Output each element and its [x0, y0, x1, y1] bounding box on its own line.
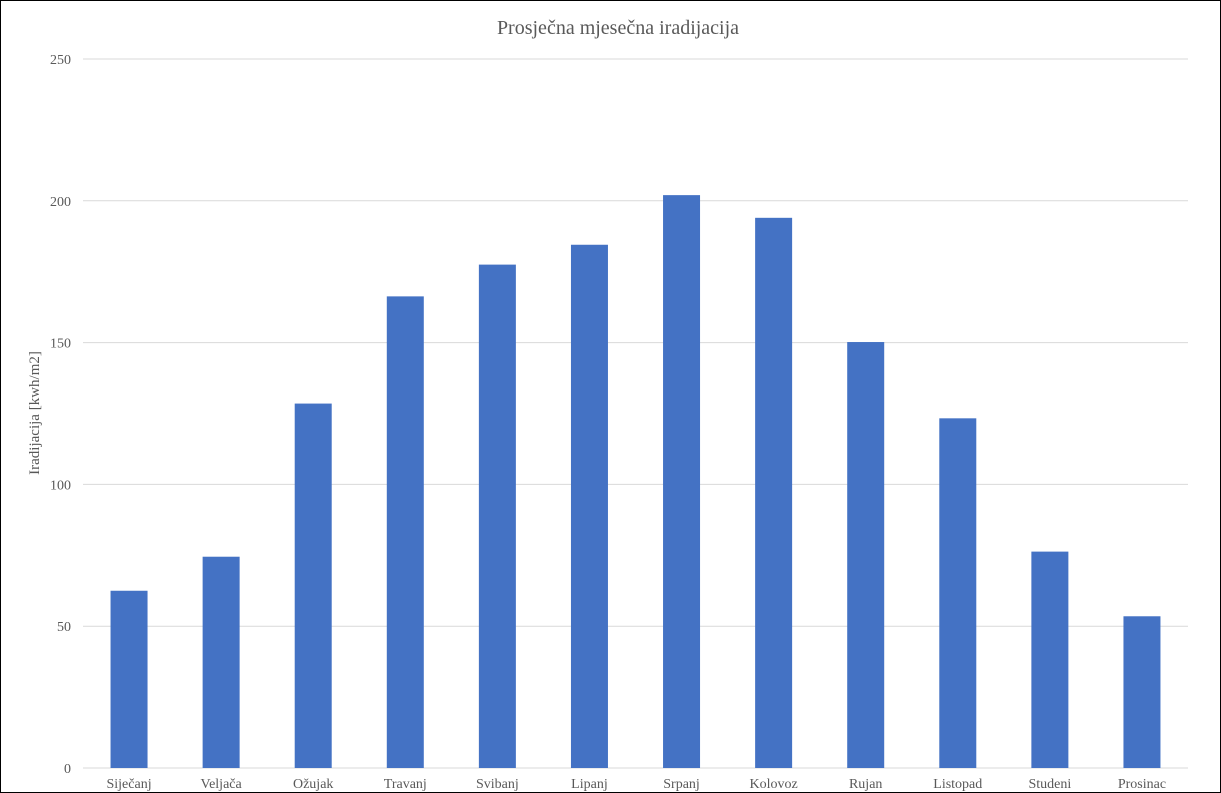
bar	[202, 556, 240, 768]
bar	[570, 244, 608, 768]
y-tick-label: 150	[50, 337, 71, 352]
chart-title: Prosječna mjesečna iradijacija	[497, 17, 739, 39]
x-tick-label: Ožujak	[293, 777, 333, 792]
bar	[755, 217, 793, 769]
x-tick-label: Lipanj	[571, 777, 608, 792]
x-tick-label: Listopad	[933, 777, 982, 792]
y-tick-label: 0	[64, 762, 71, 777]
bar	[939, 418, 977, 768]
y-tick-label: 50	[57, 620, 71, 635]
y-axis-label: Iradijacija [kwh/m2]	[27, 351, 43, 475]
bar	[294, 403, 332, 768]
x-axis-ticks: Siječanj Veljača Ožujak Travanj Svibanj Lipan…	[106, 777, 1166, 792]
x-tick-label: Rujan	[849, 777, 882, 792]
bars	[110, 195, 1161, 769]
bar	[110, 590, 148, 768]
bar	[478, 264, 516, 768]
bar	[1123, 616, 1161, 768]
y-tick-label: 250	[50, 53, 71, 68]
x-tick-label: Prosinac	[1118, 777, 1166, 792]
y-tick-label: 200	[50, 195, 71, 210]
x-tick-label: Studeni	[1028, 777, 1071, 792]
gridlines	[83, 58, 1188, 769]
bar	[663, 195, 701, 769]
x-tick-label: Veljača	[201, 777, 243, 792]
bar	[386, 296, 424, 768]
x-tick-label: Kolovoz	[750, 777, 798, 792]
x-tick-label: Svibanj	[476, 777, 519, 792]
y-tick-label: 100	[50, 478, 71, 493]
bar	[847, 342, 885, 768]
x-tick-label: Srpanj	[663, 777, 700, 792]
x-tick-label: Siječanj	[106, 777, 151, 792]
bar	[1031, 551, 1069, 768]
y-axis-ticks: 0 50 100 150 200 250	[50, 53, 71, 777]
x-tick-label: Travanj	[384, 777, 427, 792]
